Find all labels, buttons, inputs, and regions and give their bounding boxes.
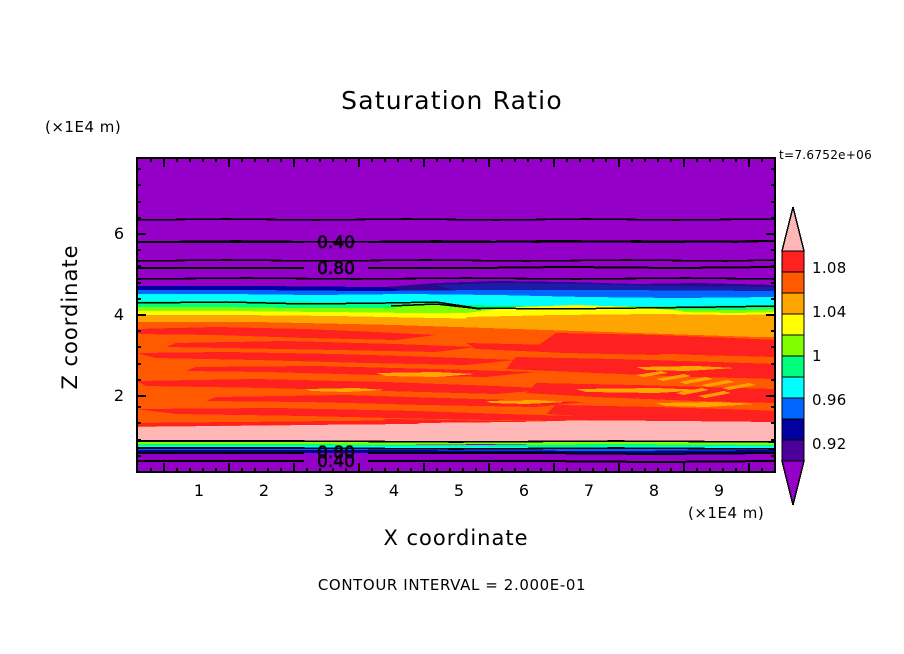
x-tick-label: 3 [323,481,335,500]
contour-plot-area: 0.40 0.80 0.80 0.40 [136,157,776,473]
x-tick-label: 6 [518,481,530,500]
x-tick-label: 7 [583,481,595,500]
colorbar[interactable] [779,205,813,515]
colorbar-tick-label: 1 [812,347,822,365]
colorbar-tick-label: 1.08 [812,259,847,277]
x-axis-title: X coordinate [383,526,529,550]
y-tick-label: 6 [113,224,124,243]
y-axis-title: Z coordinate [58,244,82,390]
y-tick-label: 4 [113,305,124,324]
colorbar-tick-label: 0.92 [812,435,847,453]
contour-label-040-lower: 0.40 [317,452,355,472]
x-tick-label: 5 [453,481,465,500]
contour-label-080-upper: 0.80 [317,259,355,279]
colorbar-tick-label: 0.96 [812,391,847,409]
colorbar-tick-label: 1.04 [812,303,847,321]
x-axis-units-label: (×1E4 m) [688,504,765,522]
colorbar-bands [781,250,805,462]
contour-label-040-upper: 0.40 [317,233,355,253]
x-tick-label: 1 [193,481,205,500]
contour-label-080-lower: 0.80 [317,443,355,463]
y-axis-units-label: (×1E4 m) [45,118,122,136]
time-stamp-label: t=7.6752e+06 [779,148,873,162]
x-tick-label: 4 [388,481,400,500]
x-tick-label: 2 [258,481,270,500]
colorbar-over-arrow [781,206,805,252]
x-tick-label: 8 [648,481,660,500]
contour-interval-note: CONTOUR INTERVAL = 2.000E-01 [317,576,587,594]
colorbar-under-arrow [781,460,805,506]
chart-title: Saturation Ratio [341,86,563,115]
x-tick-label: 9 [713,481,725,500]
contour-label-group: 0.40 0.80 0.80 0.40 [317,233,355,473]
contour-fill-group [136,157,776,473]
y-tick-label: 2 [113,386,124,405]
axis-tick-marks [136,157,776,473]
